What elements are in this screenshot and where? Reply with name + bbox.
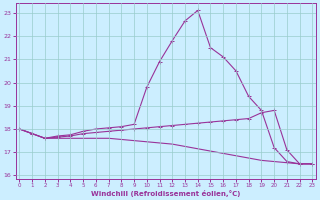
X-axis label: Windchill (Refroidissement éolien,°C): Windchill (Refroidissement éolien,°C) <box>91 190 241 197</box>
